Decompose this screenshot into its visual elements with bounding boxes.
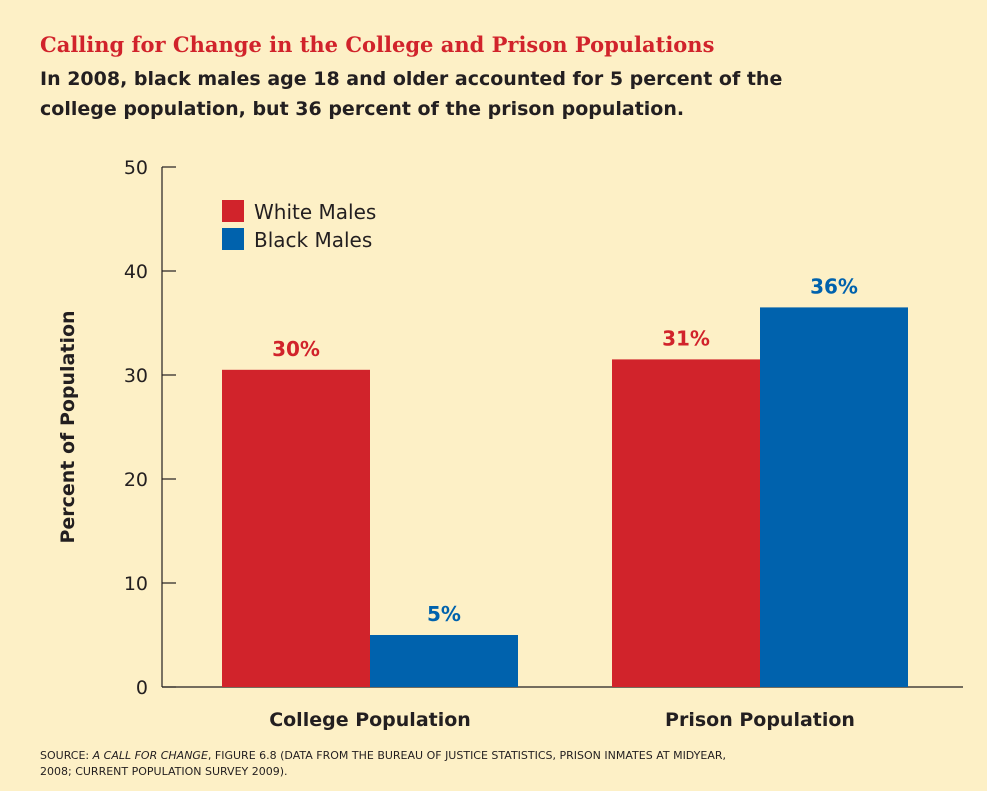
source-italic: A CALL FOR CHANGE <box>92 749 208 762</box>
legend-label: White Males <box>254 200 376 224</box>
y-tick-label: 20 <box>124 469 148 491</box>
legend-swatch <box>222 200 244 222</box>
bar <box>370 635 518 687</box>
source-prefix: SOURCE: <box>40 749 93 762</box>
source-note: SOURCE: A CALL FOR CHANGE, FIGURE 6.8 (D… <box>40 748 740 780</box>
chart-legend: White Males Black Males <box>222 200 376 252</box>
legend-swatch <box>222 228 244 250</box>
data-label: 5% <box>427 602 461 626</box>
bar <box>760 307 908 687</box>
category-label: Prison Population <box>665 709 855 731</box>
legend-label: Black Males <box>254 228 372 252</box>
y-tick-label: 40 <box>124 261 148 283</box>
y-tick-label: 0 <box>136 677 148 699</box>
bar <box>612 359 760 687</box>
chart-subtitle: In 2008, black males age 18 and older ac… <box>40 68 783 120</box>
y-tick-label: 30 <box>124 365 148 387</box>
y-tick-label: 10 <box>124 573 148 595</box>
y-tick-label: 50 <box>124 157 148 179</box>
y-axis-label: Percent of Population <box>57 310 79 543</box>
chart-title: Calling for Change in the College and Pr… <box>40 32 715 57</box>
data-label: 31% <box>662 326 710 350</box>
chart-data-labels: 30% 5% College Population 31% 36% Prison Popu… <box>269 274 858 731</box>
chart-axes: 0 10 20 30 40 50 Percent of Population <box>57 157 963 699</box>
bar <box>222 369 370 687</box>
data-label: 36% <box>810 274 858 298</box>
category-label: College Population <box>269 709 471 731</box>
chart-bars <box>222 307 908 687</box>
data-label: 30% <box>272 337 320 361</box>
source-rest: , FIGURE 6.8 (DATA FROM THE BUREAU OF JU… <box>40 749 727 778</box>
